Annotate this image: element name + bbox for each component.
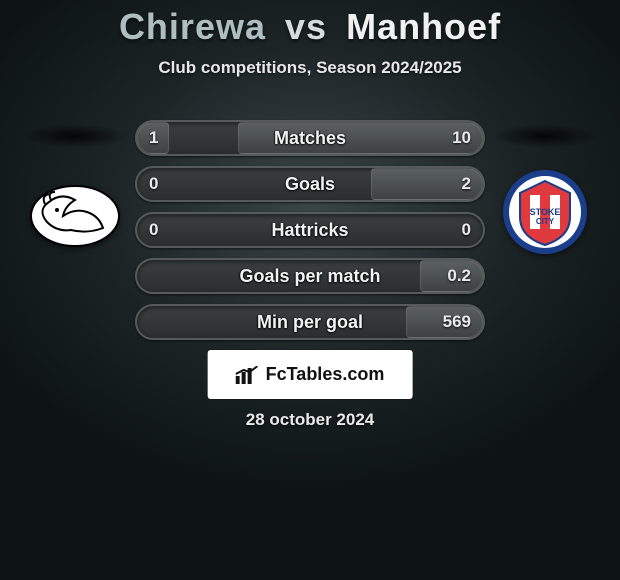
stat-row: Min per goal569	[135, 304, 485, 340]
title-right: Manhoef	[346, 6, 501, 47]
page-title: Chirewa vs Manhoef	[0, 0, 620, 48]
shadow-ellipse	[23, 124, 127, 148]
stat-bars: Matches110Goals02Hattricks00Goals per ma…	[135, 120, 485, 340]
subtitle: Club competitions, Season 2024/2025	[0, 58, 620, 78]
stat-value-right: 569	[443, 304, 471, 340]
stat-value-right: 10	[452, 120, 471, 156]
title-left: Chirewa	[119, 6, 266, 47]
svg-text:STOKE: STOKE	[530, 207, 561, 217]
stat-row: Goals per match0.2	[135, 258, 485, 294]
stat-value-right: 0	[462, 212, 471, 248]
right-club-col: STOKE CITY	[485, 120, 605, 252]
stat-label: Goals per match	[135, 258, 485, 294]
club-crest-right: STOKE CITY	[497, 172, 593, 252]
stat-value-right: 2	[462, 166, 471, 202]
club-crest-left	[27, 172, 123, 252]
title-vs: vs	[285, 6, 327, 47]
stat-label: Min per goal	[135, 304, 485, 340]
svg-text:CITY: CITY	[536, 217, 555, 226]
stat-value-left: 0	[149, 212, 158, 248]
stat-row: Hattricks0 0	[135, 212, 485, 248]
source-badge: FcTables.com	[208, 350, 413, 399]
stat-label: Goals	[135, 166, 485, 202]
stat-label: Matches	[135, 120, 485, 156]
stat-value-right: 0.2	[447, 258, 471, 294]
date-text: 28 october 2024	[0, 410, 620, 430]
stat-label: Hattricks	[135, 212, 485, 248]
stat-value-left: 1	[149, 120, 158, 156]
stats-area: Matches110Goals02Hattricks00Goals per ma…	[0, 120, 620, 340]
stat-value-left: 0	[149, 166, 158, 202]
left-club-col	[15, 120, 135, 252]
bars-icon	[236, 366, 258, 384]
stat-row: Matches1 10	[135, 120, 485, 156]
shadow-ellipse	[493, 124, 597, 148]
source-badge-text: FcTables.com	[266, 364, 385, 385]
stat-row: Goals0 2	[135, 166, 485, 202]
